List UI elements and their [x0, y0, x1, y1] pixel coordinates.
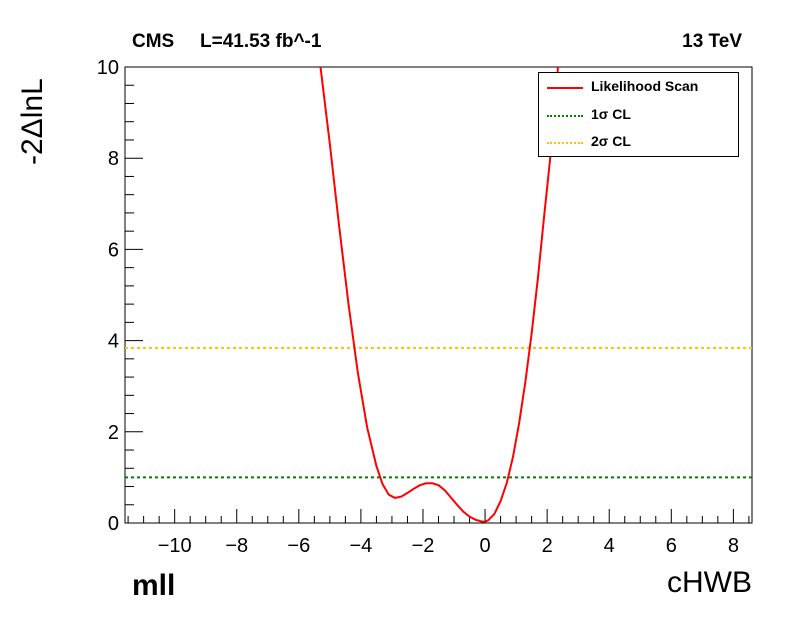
experiment-label: CMS [132, 31, 175, 52]
x-axis-label: cHWB [667, 566, 752, 599]
legend-entry-1sigma: 1σ CL [539, 103, 738, 127]
region-label: mll [132, 569, 176, 602]
x-tick-label: 0 [479, 535, 490, 557]
legend-swatch-1sigma [547, 115, 583, 117]
legend-label-likelihood: Likelihood Scan [591, 78, 699, 94]
y-tick-label: 2 [108, 422, 119, 444]
legend-entry-likelihood: Likelihood Scan [539, 75, 738, 99]
x-tick-label: 6 [666, 535, 677, 557]
x-tick-label: 4 [604, 535, 615, 557]
axis-tick-labels: −10 −8 −6 −4 −2 0 2 4 6 8 0 2 4 6 8 10 [97, 57, 739, 557]
y-axis-label: -2ΔlnL [16, 78, 49, 165]
legend-swatch-2sigma [547, 142, 583, 144]
x-tick-label: −6 [287, 535, 310, 557]
y-tick-label: 4 [108, 331, 119, 353]
x-tick-label: 8 [728, 535, 739, 557]
energy-label: 13 TeV [682, 31, 742, 52]
legend: Likelihood Scan 1σ CL 2σ CL [538, 72, 739, 157]
x-tick-label: −4 [349, 535, 372, 557]
y-tick-label: 8 [108, 148, 119, 170]
legend-label-2sigma: 2σ CL [591, 133, 631, 149]
y-tick-label: 0 [108, 513, 119, 535]
y-tick-label: 6 [108, 239, 119, 261]
y-tick-label: 10 [97, 57, 119, 79]
x-tick-label: 2 [542, 535, 553, 557]
legend-label-1sigma: 1σ CL [591, 106, 631, 122]
x-tick-label: −10 [158, 535, 192, 557]
likelihood-scan-line [319, 67, 559, 523]
lumi-label: L=41.53 fb^-1 [200, 31, 322, 52]
series-group [125, 67, 752, 523]
x-tick-label: −8 [225, 535, 248, 557]
legend-swatch-likelihood [547, 87, 583, 89]
x-tick-label: −2 [412, 535, 435, 557]
legend-entry-2sigma: 2σ CL [539, 130, 738, 154]
axis-ticks [125, 66, 750, 524]
